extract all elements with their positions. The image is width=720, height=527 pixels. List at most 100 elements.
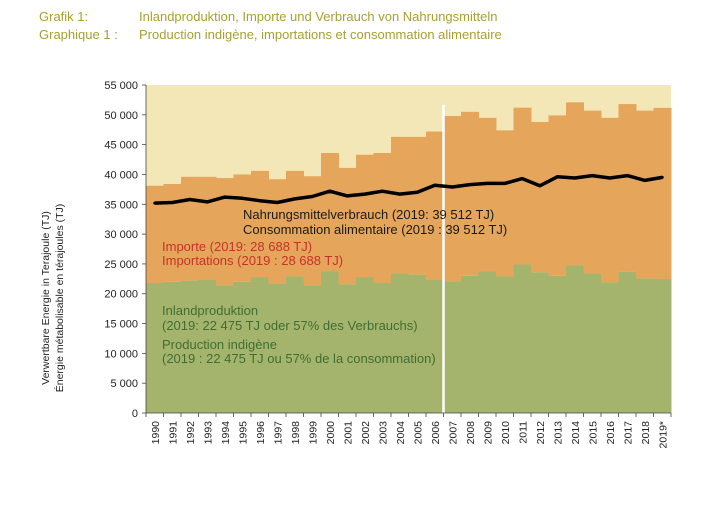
y-tick-label: 30 000 xyxy=(104,229,138,241)
x-tick-label: 2014 xyxy=(570,421,582,445)
imports-segment-1991 xyxy=(163,183,182,282)
production-segment-2016 xyxy=(601,282,619,413)
consumption-point-1997 xyxy=(275,200,279,204)
production-segment-2006 xyxy=(426,280,444,413)
consumption-point-2003 xyxy=(380,189,384,193)
x-tick-label: 2006 xyxy=(430,421,442,445)
imports-segment-2003 xyxy=(373,152,392,283)
x-tick-label: 1990 xyxy=(150,421,162,445)
y-tick-label: 50 000 xyxy=(104,110,138,122)
consumption-point-2012 xyxy=(538,184,542,188)
x-tick-label: 2007 xyxy=(447,421,459,445)
annotation-production-fr-1: Production indigène xyxy=(162,337,277,352)
imports-segment-2013 xyxy=(548,115,567,276)
y-tick-label: 10 000 xyxy=(104,348,138,360)
annotation-consumption-de: Nahrungsmittelverbrauch (2019: 39 512 TJ… xyxy=(243,207,494,222)
x-tick-label: 1992 xyxy=(185,421,197,445)
x-tick-label: 1993 xyxy=(202,421,214,445)
imports-segment-2010 xyxy=(496,130,514,277)
y-tick-label: 35 000 xyxy=(104,199,138,211)
imports-segment-1994 xyxy=(216,178,234,286)
consumption-point-1990 xyxy=(153,201,157,205)
imports-segment-2002 xyxy=(356,154,374,278)
annotation-imports-de: Importe (2019: 28 688 TJ) xyxy=(162,239,312,254)
consumption-point-2000 xyxy=(328,189,332,193)
x-tick-label: 2010 xyxy=(500,421,512,445)
production-segment-1990 xyxy=(146,282,164,413)
x-tick-label: 2013 xyxy=(552,421,564,445)
consumption-point-2001 xyxy=(345,194,349,198)
consumption-point-2015 xyxy=(590,174,594,178)
imports-segment-2008 xyxy=(461,111,479,276)
production-segment-2009 xyxy=(478,271,497,413)
production-segment-1995 xyxy=(233,281,252,413)
y-axis-label-de: Verwertbare Energie in Terajoule (TJ) xyxy=(40,211,52,385)
consumption-point-2002 xyxy=(363,192,367,196)
annotation-imports-fr: Importations (2019 : 28 688 TJ) xyxy=(162,253,343,268)
consumption-point-1993 xyxy=(205,200,209,204)
x-tick-label: 1991 xyxy=(167,421,179,445)
consumption-point-1992 xyxy=(188,198,192,202)
x-tick-label: 2018 xyxy=(640,421,652,445)
imports-segment-2004 xyxy=(391,136,409,274)
production-segment-2019 xyxy=(653,278,672,413)
production-segment-1993 xyxy=(198,280,217,413)
consumption-point-2004 xyxy=(398,192,402,196)
imports-segment-2000 xyxy=(321,152,339,272)
consumption-point-2008 xyxy=(468,183,472,187)
consumption-point-1991 xyxy=(170,200,174,204)
x-tick-label: 2009 xyxy=(482,421,494,445)
x-tick-label: 1998 xyxy=(290,421,302,445)
x-tick-label: 2001 xyxy=(342,421,354,445)
imports-segment-2014 xyxy=(566,102,584,266)
consumption-point-2006 xyxy=(433,183,437,187)
caption-label-de: Grafik 1: xyxy=(39,9,89,24)
x-tick-label: 2000 xyxy=(325,421,337,445)
x-tick-label: 2012 xyxy=(535,421,547,445)
imports-segment-1995 xyxy=(233,174,252,282)
production-segment-2017 xyxy=(618,271,637,413)
production-segment-1991 xyxy=(163,281,182,413)
production-segment-2011 xyxy=(513,264,532,413)
production-segment-2000 xyxy=(321,271,339,413)
consumption-point-2018 xyxy=(643,178,647,182)
production-segment-2005 xyxy=(408,274,427,413)
x-tick-label: 2004 xyxy=(395,421,407,445)
caption-text-fr: Production indigène, importations et con… xyxy=(139,27,502,42)
caption-label-fr: Graphique 1 : xyxy=(39,27,118,42)
annotation-production-de-2: (2019: 22 475 TJ oder 57% des Verbrauchs… xyxy=(162,318,418,333)
imports-segment-1997 xyxy=(268,179,287,284)
consumption-point-1998 xyxy=(293,197,297,201)
consumption-point-2017 xyxy=(625,174,629,178)
consumption-point-1996 xyxy=(258,199,262,203)
consumption-point-2016 xyxy=(608,176,612,180)
x-tick-label: 2003 xyxy=(377,421,389,445)
imports-segment-2011 xyxy=(513,107,532,265)
production-segment-2015 xyxy=(583,273,602,413)
consumption-point-1995 xyxy=(240,196,244,200)
consumption-point-2011 xyxy=(520,177,524,181)
consumption-point-1999 xyxy=(310,195,314,199)
imports-segment-2007 xyxy=(443,116,462,282)
figure-caption-fr: Graphique 1 : Production indigène, import… xyxy=(39,27,502,42)
x-tick-label: 2008 xyxy=(465,421,477,445)
x-tick-label: 1994 xyxy=(220,421,232,445)
imports-segment-1999 xyxy=(303,176,322,286)
x-tick-label: 1995 xyxy=(237,421,249,445)
consumption-point-2007 xyxy=(450,185,454,189)
production-segment-2002 xyxy=(356,277,374,413)
production-segment-2018 xyxy=(636,278,654,413)
production-segment-1992 xyxy=(181,280,199,413)
imports-segment-2019 xyxy=(653,107,672,279)
consumption-point-2014 xyxy=(573,176,577,180)
production-segment-1996 xyxy=(251,277,269,413)
y-tick-label: 55 000 xyxy=(104,80,138,92)
production-segment-1999 xyxy=(303,285,322,413)
figure-caption-de: Grafik 1: Inlandproduktion, Importe und V… xyxy=(39,9,497,24)
annotation-production-de-1: Inlandproduktion xyxy=(162,303,258,318)
production-segment-1998 xyxy=(286,276,304,413)
x-tick-label: 2017 xyxy=(622,421,634,445)
imports-segment-2005 xyxy=(408,136,427,275)
consumption-point-2010 xyxy=(503,181,507,185)
